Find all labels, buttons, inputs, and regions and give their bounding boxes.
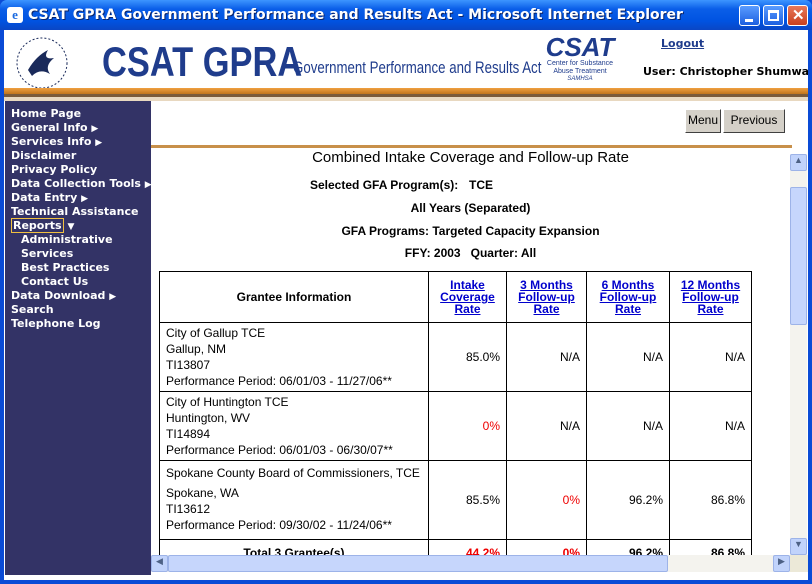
nav-link[interactable]: General Info ▶ bbox=[11, 121, 99, 134]
rate-cell: 0% bbox=[506, 460, 587, 540]
nav-link[interactable]: Data Entry ▶ bbox=[11, 191, 89, 204]
maximize-button[interactable] bbox=[763, 5, 784, 26]
hhs-logo bbox=[16, 37, 68, 89]
years: All Years (Separated) bbox=[410, 201, 531, 215]
nav-link[interactable]: Privacy Policy bbox=[11, 163, 98, 176]
text: City of Huntington TCE bbox=[166, 395, 289, 409]
text: TI13807 bbox=[166, 358, 211, 372]
site-title: CSAT GPRA bbox=[102, 38, 303, 85]
previous-button[interactable]: Previous bbox=[723, 109, 785, 133]
text: Data Download bbox=[11, 289, 106, 302]
text: TI14894 bbox=[166, 427, 211, 441]
browser-frame: CSAT GPRA Government Performance and Res… bbox=[4, 30, 808, 580]
column-header: Grantee Information bbox=[159, 271, 429, 323]
text: Gallup, NM bbox=[166, 342, 227, 356]
column-header-link[interactable]: 12 Months Follow-up Rate bbox=[680, 278, 741, 316]
text: Spokane, WA bbox=[166, 486, 239, 500]
nav-sublink[interactable]: Services bbox=[21, 247, 74, 260]
text: Huntington, WV bbox=[166, 411, 251, 425]
header-stripe bbox=[4, 97, 808, 101]
side-nav: Home Page General Info ▶ Services Info ▶… bbox=[5, 101, 152, 575]
nav-link[interactable]: Data Collection Tools ▶ bbox=[11, 177, 152, 190]
program-label: Selected GFA Program(s): bbox=[310, 178, 459, 192]
nav-link[interactable]: Reports ▼ bbox=[11, 218, 75, 233]
minimize-button[interactable] bbox=[739, 5, 760, 26]
text: City of Gallup TCE bbox=[166, 326, 266, 340]
site-subtitle: Government Performance and Results Act bbox=[293, 58, 542, 77]
rate-cell: N/A bbox=[506, 391, 587, 461]
text: Performance Period: 06/01/03 - 11/27/06*… bbox=[166, 374, 392, 388]
window-title: CSAT GPRA Government Performance and Res… bbox=[28, 7, 683, 23]
vertical-scrollbar[interactable]: ▲ ▼ bbox=[790, 154, 807, 555]
header-stripe bbox=[4, 94, 808, 97]
report-content: Combined Intake Coverage and Follow-up R… bbox=[151, 150, 790, 555]
nav-link[interactable]: Disclaimer bbox=[11, 149, 77, 162]
text: Quarter: All bbox=[470, 246, 537, 260]
text: Performance Period: 06/01/03 - 06/30/07*… bbox=[166, 443, 393, 457]
grantee-cell: City of Gallup TCE Gallup, NM TI13807 Perfo… bbox=[159, 322, 429, 392]
rate-cell: 85.5% bbox=[428, 460, 507, 540]
text: TI13612 bbox=[166, 502, 211, 516]
csat-logo-name: CSAT bbox=[545, 32, 615, 62]
rate-cell: 86.8% bbox=[669, 460, 752, 540]
nav-sublink[interactable]: Best Practices bbox=[21, 261, 110, 274]
text: Performance Period: 09/30/02 - 11/24/06*… bbox=[166, 518, 392, 532]
nav-link[interactable]: Telephone Log bbox=[11, 317, 101, 330]
rate-cell: N/A bbox=[669, 391, 752, 461]
ffy-quarter: FFY: 2003 Quarter: All bbox=[151, 246, 790, 260]
csat-logo-line: SAMHSA bbox=[567, 76, 593, 82]
nav-link[interactable]: Search bbox=[11, 303, 54, 316]
text: Spokane County Board of Commissioners, T… bbox=[166, 466, 420, 480]
ie-icon: e bbox=[7, 7, 23, 23]
report-table: Grantee Information Intake Coverage Rate… bbox=[159, 271, 752, 555]
text: Services Info bbox=[11, 135, 92, 148]
text: FFY: 2003 bbox=[404, 246, 461, 260]
nav-link[interactable]: Technical Assistance bbox=[11, 205, 139, 218]
text: Data Entry bbox=[11, 191, 78, 204]
grantee-cell: Spokane County Board of Commissioners, T… bbox=[159, 460, 429, 540]
column-header-link[interactable]: 3 Months Follow-up Rate bbox=[518, 278, 575, 316]
nav-link[interactable]: Data Download ▶ bbox=[11, 289, 117, 302]
column-header-link[interactable]: Intake Coverage Rate bbox=[440, 278, 495, 316]
text: General Info bbox=[11, 121, 88, 134]
rate-cell: N/A bbox=[506, 322, 587, 392]
text: Data Collection Tools bbox=[11, 177, 141, 190]
total-cell: 86.8% bbox=[669, 539, 752, 555]
rate-cell: N/A bbox=[586, 322, 670, 392]
csat-logo-line: Abuse Treatment bbox=[553, 68, 607, 75]
close-button[interactable]: ✕ bbox=[787, 5, 808, 26]
gfa-programs: GFA Programs: Targeted Capacity Expansio… bbox=[341, 224, 600, 238]
rate-cell: N/A bbox=[669, 322, 752, 392]
text: Reports bbox=[11, 218, 64, 233]
rate-cell: 96.2% bbox=[586, 460, 670, 540]
nav-link[interactable]: Services Info ▶ bbox=[11, 135, 103, 148]
total-label: Total 3 Grantee(s) bbox=[159, 539, 429, 555]
horizontal-scrollbar[interactable]: ◀ ▶ bbox=[151, 555, 790, 572]
csat-logo: CSAT Center for Substance Abuse Treatmen… bbox=[538, 34, 622, 83]
content-divider bbox=[151, 145, 792, 148]
program-value: TCE bbox=[469, 178, 493, 192]
nav-link[interactable]: Home Page bbox=[11, 107, 82, 120]
report-title: Combined Intake Coverage and Follow-up R… bbox=[312, 150, 629, 166]
grantee-cell: City of Huntington TCE Huntington, WV TI14… bbox=[159, 391, 429, 461]
nav-sublink[interactable]: Contact Us bbox=[21, 275, 89, 288]
total-cell: 96.2% bbox=[586, 539, 670, 555]
scroll-corner bbox=[790, 555, 808, 572]
rate-cell: 0% bbox=[428, 391, 507, 461]
rate-cell: N/A bbox=[586, 391, 670, 461]
menu-button[interactable]: Menu bbox=[685, 109, 721, 133]
title-bar: e CSAT GPRA Government Performance and R… bbox=[0, 0, 812, 30]
rate-cell: 85.0% bbox=[428, 322, 507, 392]
csat-logo-line: Center for Substance bbox=[546, 60, 614, 67]
logout-link[interactable]: Logout bbox=[661, 37, 705, 50]
header-stripe bbox=[4, 88, 808, 94]
total-cell: 0% bbox=[506, 539, 587, 555]
user-name: User: Christopher Shumway bbox=[643, 65, 808, 78]
total-cell: 44.2% bbox=[428, 539, 507, 555]
nav-sublink[interactable]: Administrative bbox=[21, 233, 113, 246]
column-header-link[interactable]: 6 Months Follow-up Rate bbox=[599, 278, 657, 316]
